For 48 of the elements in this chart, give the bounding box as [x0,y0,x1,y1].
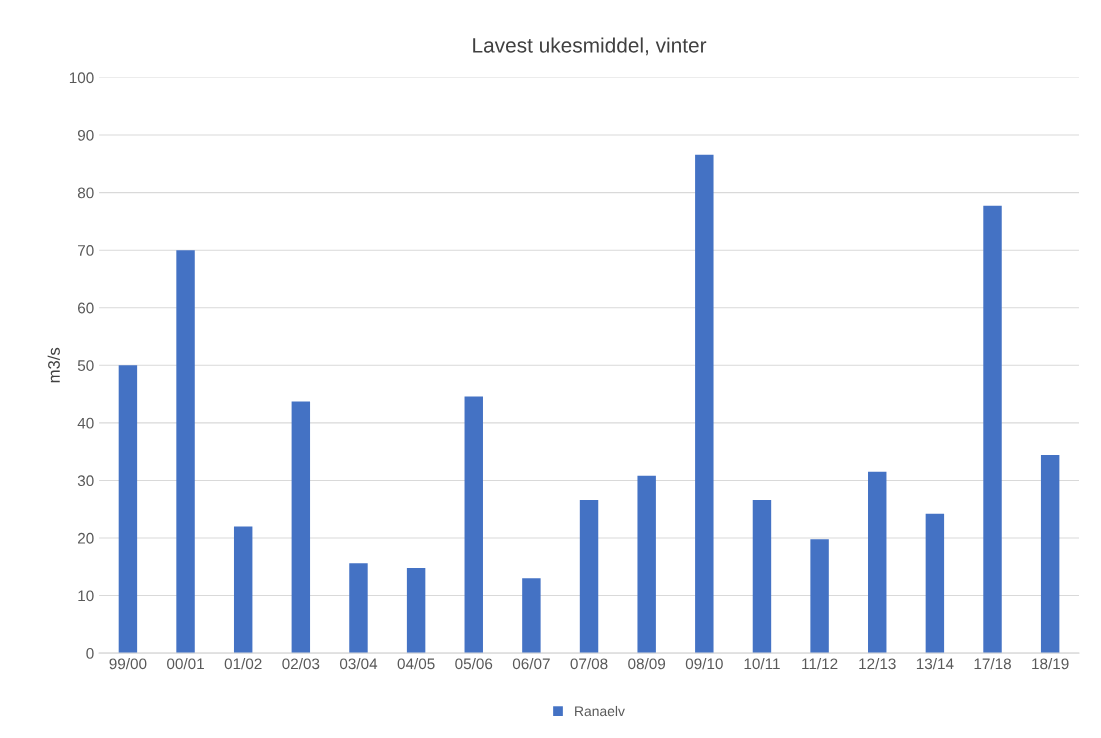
x-tick-label: 11/12 [802,657,838,670]
bar [637,475,656,654]
bar [233,526,253,654]
x-tick-label: 03/04 [339,657,378,670]
x-tick-label: 02/03 [282,657,320,670]
x-tick-label: 06/07 [512,657,550,670]
y-tick-label: 20 [78,532,94,544]
bar [695,154,714,654]
x-tick-label: 13/14 [916,657,954,670]
legend-label: Ranaelv [575,705,625,717]
y-tick-label: 0 [86,648,94,659]
y-axis-title: m3/s [47,347,60,383]
bar [118,365,138,654]
bar [925,513,945,654]
y-tick-label: 70 [78,245,94,256]
y-tick-label: 40 [77,417,94,429]
x-tick-label: 99/00 [109,657,147,670]
x-tick-label: 12/13 [859,657,896,670]
x-tick-label: 09/10 [685,657,723,670]
x-tick-label: 04/05 [397,657,435,670]
x-tick-label: 10/11 [744,657,780,670]
y-tick-label: 90 [77,129,94,141]
bar [176,250,195,654]
x-tick-label: 18/19 [1032,657,1069,670]
x-tick-label: 05/06 [455,657,493,670]
bar [810,539,829,654]
x-tick-label: 17/18 [974,657,1011,670]
bar [406,567,426,654]
bar [983,205,1002,654]
y-tick-label: 10 [78,590,94,602]
bar [868,471,887,654]
y-tick-label: 30 [77,475,94,487]
y-tick-label: 80 [77,187,94,199]
bar [464,396,483,654]
x-tick-label: 07/08 [570,657,608,670]
x-tick-label: 01/02 [224,657,262,670]
x-tick-label: 08/09 [628,657,666,670]
x-tick-label: 00/01 [167,657,204,670]
y-tick-label: 50 [77,360,94,371]
bar [349,563,368,654]
bar [752,500,772,654]
y-tick-label: 100 [69,72,94,84]
bar [579,500,599,654]
bar [291,401,311,654]
bar [522,578,541,654]
y-tick-label: 60 [78,302,94,314]
bar [1040,455,1060,654]
chart-title: Lavest ukesmiddel, vinter [473,37,707,56]
